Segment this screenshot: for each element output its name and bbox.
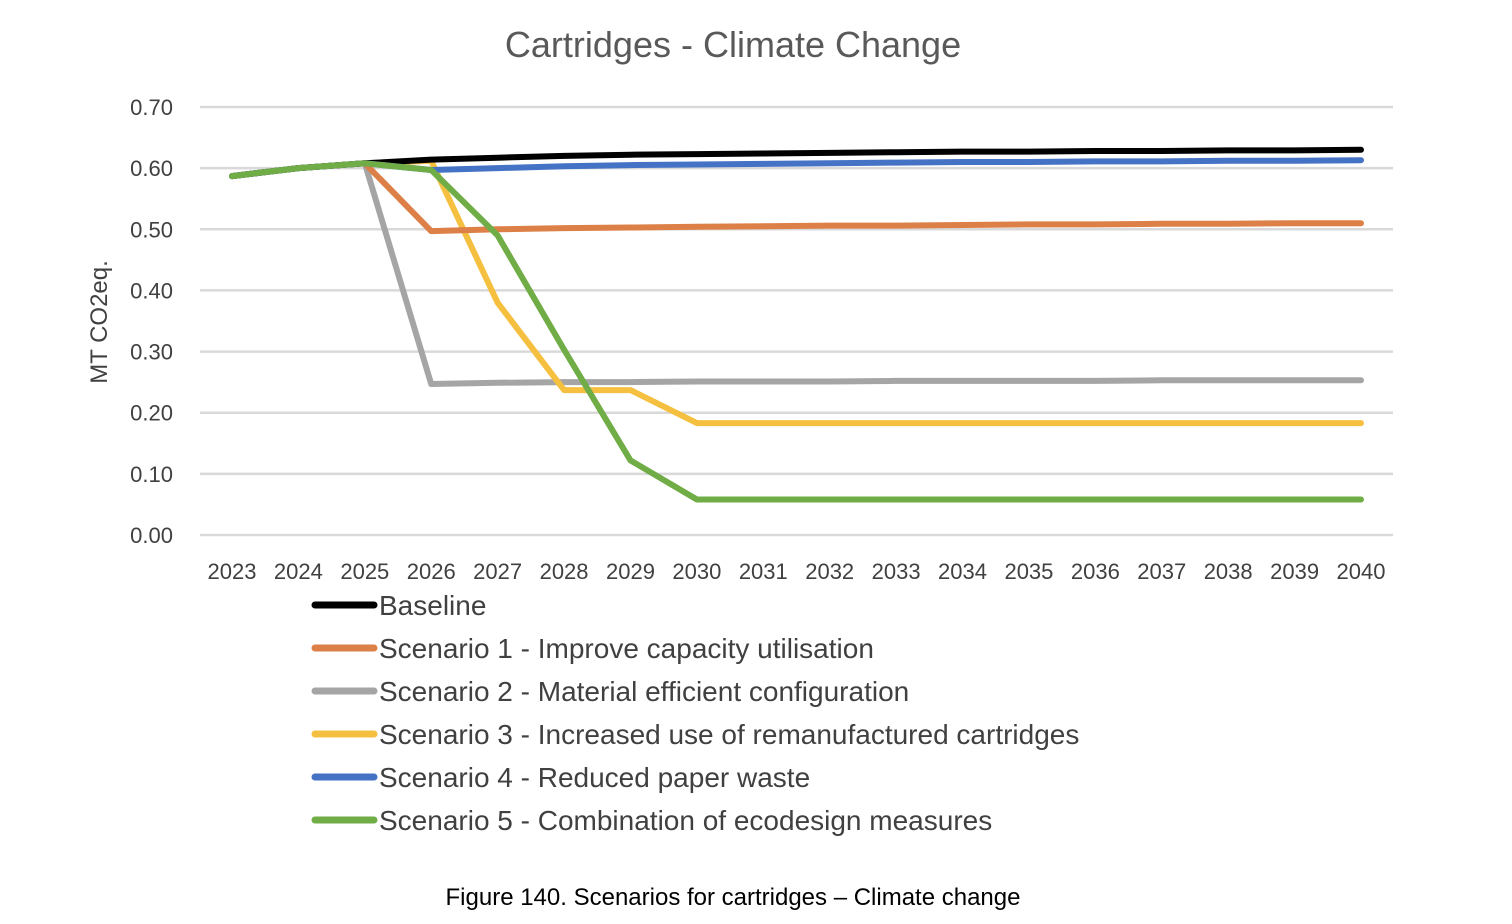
series-line-3: [229, 160, 1364, 387]
x-tick-label: 2034: [938, 559, 987, 584]
legend-label-1: Baseline: [379, 590, 486, 621]
series-line-1: [229, 146, 1364, 180]
y-tick-label: 0.40: [130, 278, 173, 303]
x-tick-label: 2033: [872, 559, 921, 584]
y-tick-label: 0.30: [130, 340, 173, 365]
figure-caption: Figure 140. Scenarios for cartridges – C…: [446, 884, 1021, 911]
x-tick-label: 2036: [1071, 559, 1120, 584]
x-axis-ticks: 2023 2024 2025 2026 2027 2028 2029 2030 2031 2032…: [208, 559, 1386, 584]
legend: Baseline Scenario 1 - Improve capacity ut…: [311, 590, 1079, 836]
series-line-2: [229, 160, 1364, 235]
series-line-6: [229, 160, 1364, 503]
x-tick-label: 2023: [208, 559, 257, 584]
legend-label-4: Scenario 3 - Increased use of remanufact…: [379, 719, 1079, 750]
y-tick-label: 0.60: [130, 156, 173, 181]
x-tick-label: 2028: [540, 559, 589, 584]
y-axis-label: MT CO2eq.: [86, 260, 113, 384]
legend-label-5: Scenario 4 - Reduced paper waste: [379, 762, 810, 793]
y-tick-label: 0.00: [130, 523, 173, 548]
x-tick-label: 2025: [340, 559, 389, 584]
x-tick-label: 2029: [606, 559, 655, 584]
y-tick-label: 0.20: [130, 401, 173, 426]
chart-title: Cartridges - Climate Change: [505, 24, 961, 65]
x-tick-label: 2037: [1137, 559, 1186, 584]
x-tick-label: 2032: [805, 559, 854, 584]
legend-label-6: Scenario 5 - Combination of ecodesign me…: [379, 805, 992, 836]
x-tick-label: 2026: [407, 559, 456, 584]
legend-label-2: Scenario 1 - Improve capacity utilisatio…: [379, 633, 874, 664]
gridlines: [200, 105, 1393, 537]
x-tick-label: 2038: [1204, 559, 1253, 584]
x-tick-label: 2024: [274, 559, 323, 584]
x-tick-label: 2031: [739, 559, 788, 584]
x-tick-label: 2040: [1337, 559, 1386, 584]
series-lines: [229, 146, 1364, 503]
x-tick-label: 2027: [473, 559, 522, 584]
y-tick-label: 0.70: [130, 95, 173, 120]
y-tick-label: 0.50: [130, 217, 173, 242]
y-tick-label: 0.10: [130, 462, 173, 487]
legend-label-3: Scenario 2 - Material efficient configur…: [379, 676, 909, 707]
x-tick-label: 2035: [1004, 559, 1053, 584]
x-tick-label: 2039: [1270, 559, 1319, 584]
x-tick-label: 2030: [672, 559, 721, 584]
y-axis-ticks: 0.00 0.10 0.20 0.30 0.40 0.50 0.60 0.70: [130, 95, 173, 548]
